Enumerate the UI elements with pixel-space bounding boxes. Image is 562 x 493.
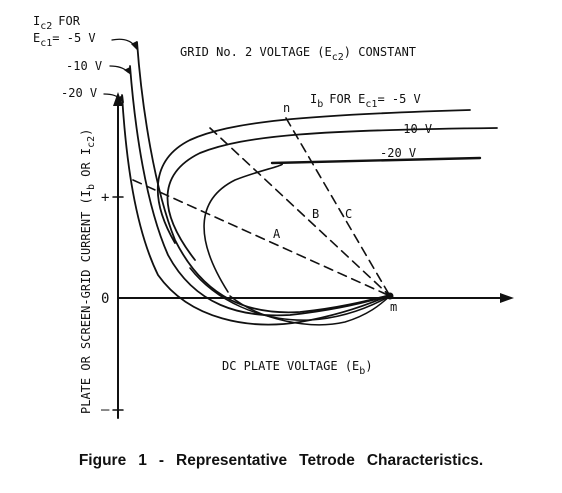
- top-left-label-line2: Ec1= -5 V: [33, 31, 96, 49]
- screen-curve-label-minus-10v: -10 V: [66, 59, 102, 73]
- plate-current-curve-minus-20v-flat: [270, 156, 482, 165]
- screen-current-curve-minus-20v: [121, 94, 391, 326]
- leader-minus-5v-arrowhead: [131, 41, 137, 50]
- load-line-c: [285, 117, 391, 297]
- grid-voltage-constant-label: GRID No. 2 VOLTAGE (Ec2) CONSTANT: [180, 45, 416, 63]
- plate-curve-label-minus-20v: -20 V: [380, 146, 416, 160]
- load-line-b-label: B: [312, 207, 319, 221]
- plate-current-curve-minus-20v-lower: [203, 162, 283, 293]
- caption-word: -: [158, 452, 164, 469]
- y-axis-label: PLATE OR SCREEN-GRID CURRENT (Ib OR Ic2): [79, 129, 97, 414]
- screen-curve-label-minus-20v: -20 V: [61, 86, 97, 100]
- load-line-b: [209, 127, 391, 297]
- load-line-a-label: A: [273, 227, 281, 241]
- screen-current-curve-minus-5v: [136, 41, 391, 314]
- leader-minus-5v: [111, 38, 136, 47]
- point-m-marker: [386, 292, 394, 300]
- screen-current-curve-minus-10v: [129, 65, 391, 317]
- plate-curve-label-minus-10v: -10 V: [396, 122, 432, 136]
- caption-word: Characteristics.: [366, 452, 484, 469]
- plate-current-curve-minus-5v: [156, 109, 471, 244]
- x-axis-arrow: [500, 293, 514, 303]
- load-line-a: [132, 179, 391, 297]
- caption-word: 1: [138, 452, 147, 469]
- plate-dip-curve-1: [189, 267, 391, 321]
- x-axis-label: DC PLATE VOLTAGE (Eb): [222, 359, 373, 377]
- top-left-label-line1: Ic2 FOR: [33, 14, 81, 32]
- leader-minus-10v-arrowhead: [124, 67, 131, 75]
- leader-minus-20v-arrowhead: [117, 95, 124, 103]
- plate-dip-curve-2: [229, 295, 391, 326]
- y-axis-arrow: [113, 92, 123, 106]
- point-m-label: m: [390, 300, 397, 314]
- figure-caption: Figure 1- Representative Tetrode Characteris…: [0, 452, 562, 470]
- load-line-c-label: C: [345, 207, 352, 221]
- y-tick-label-zero: 0: [101, 291, 109, 307]
- y-tick-label-plus: +: [101, 190, 109, 206]
- leader-minus-10v: [109, 65, 129, 73]
- plate-current-label: Ib FOR Ec1= -5 V: [310, 92, 421, 110]
- plate-current-curve-minus-10v: [166, 127, 498, 261]
- caption-word: Figure: [78, 452, 127, 469]
- point-n-label: n: [283, 101, 290, 115]
- y-tick-label-minus: –: [101, 402, 110, 418]
- caption-word: Representative: [176, 452, 288, 469]
- caption-word: Tetrode: [299, 452, 355, 469]
